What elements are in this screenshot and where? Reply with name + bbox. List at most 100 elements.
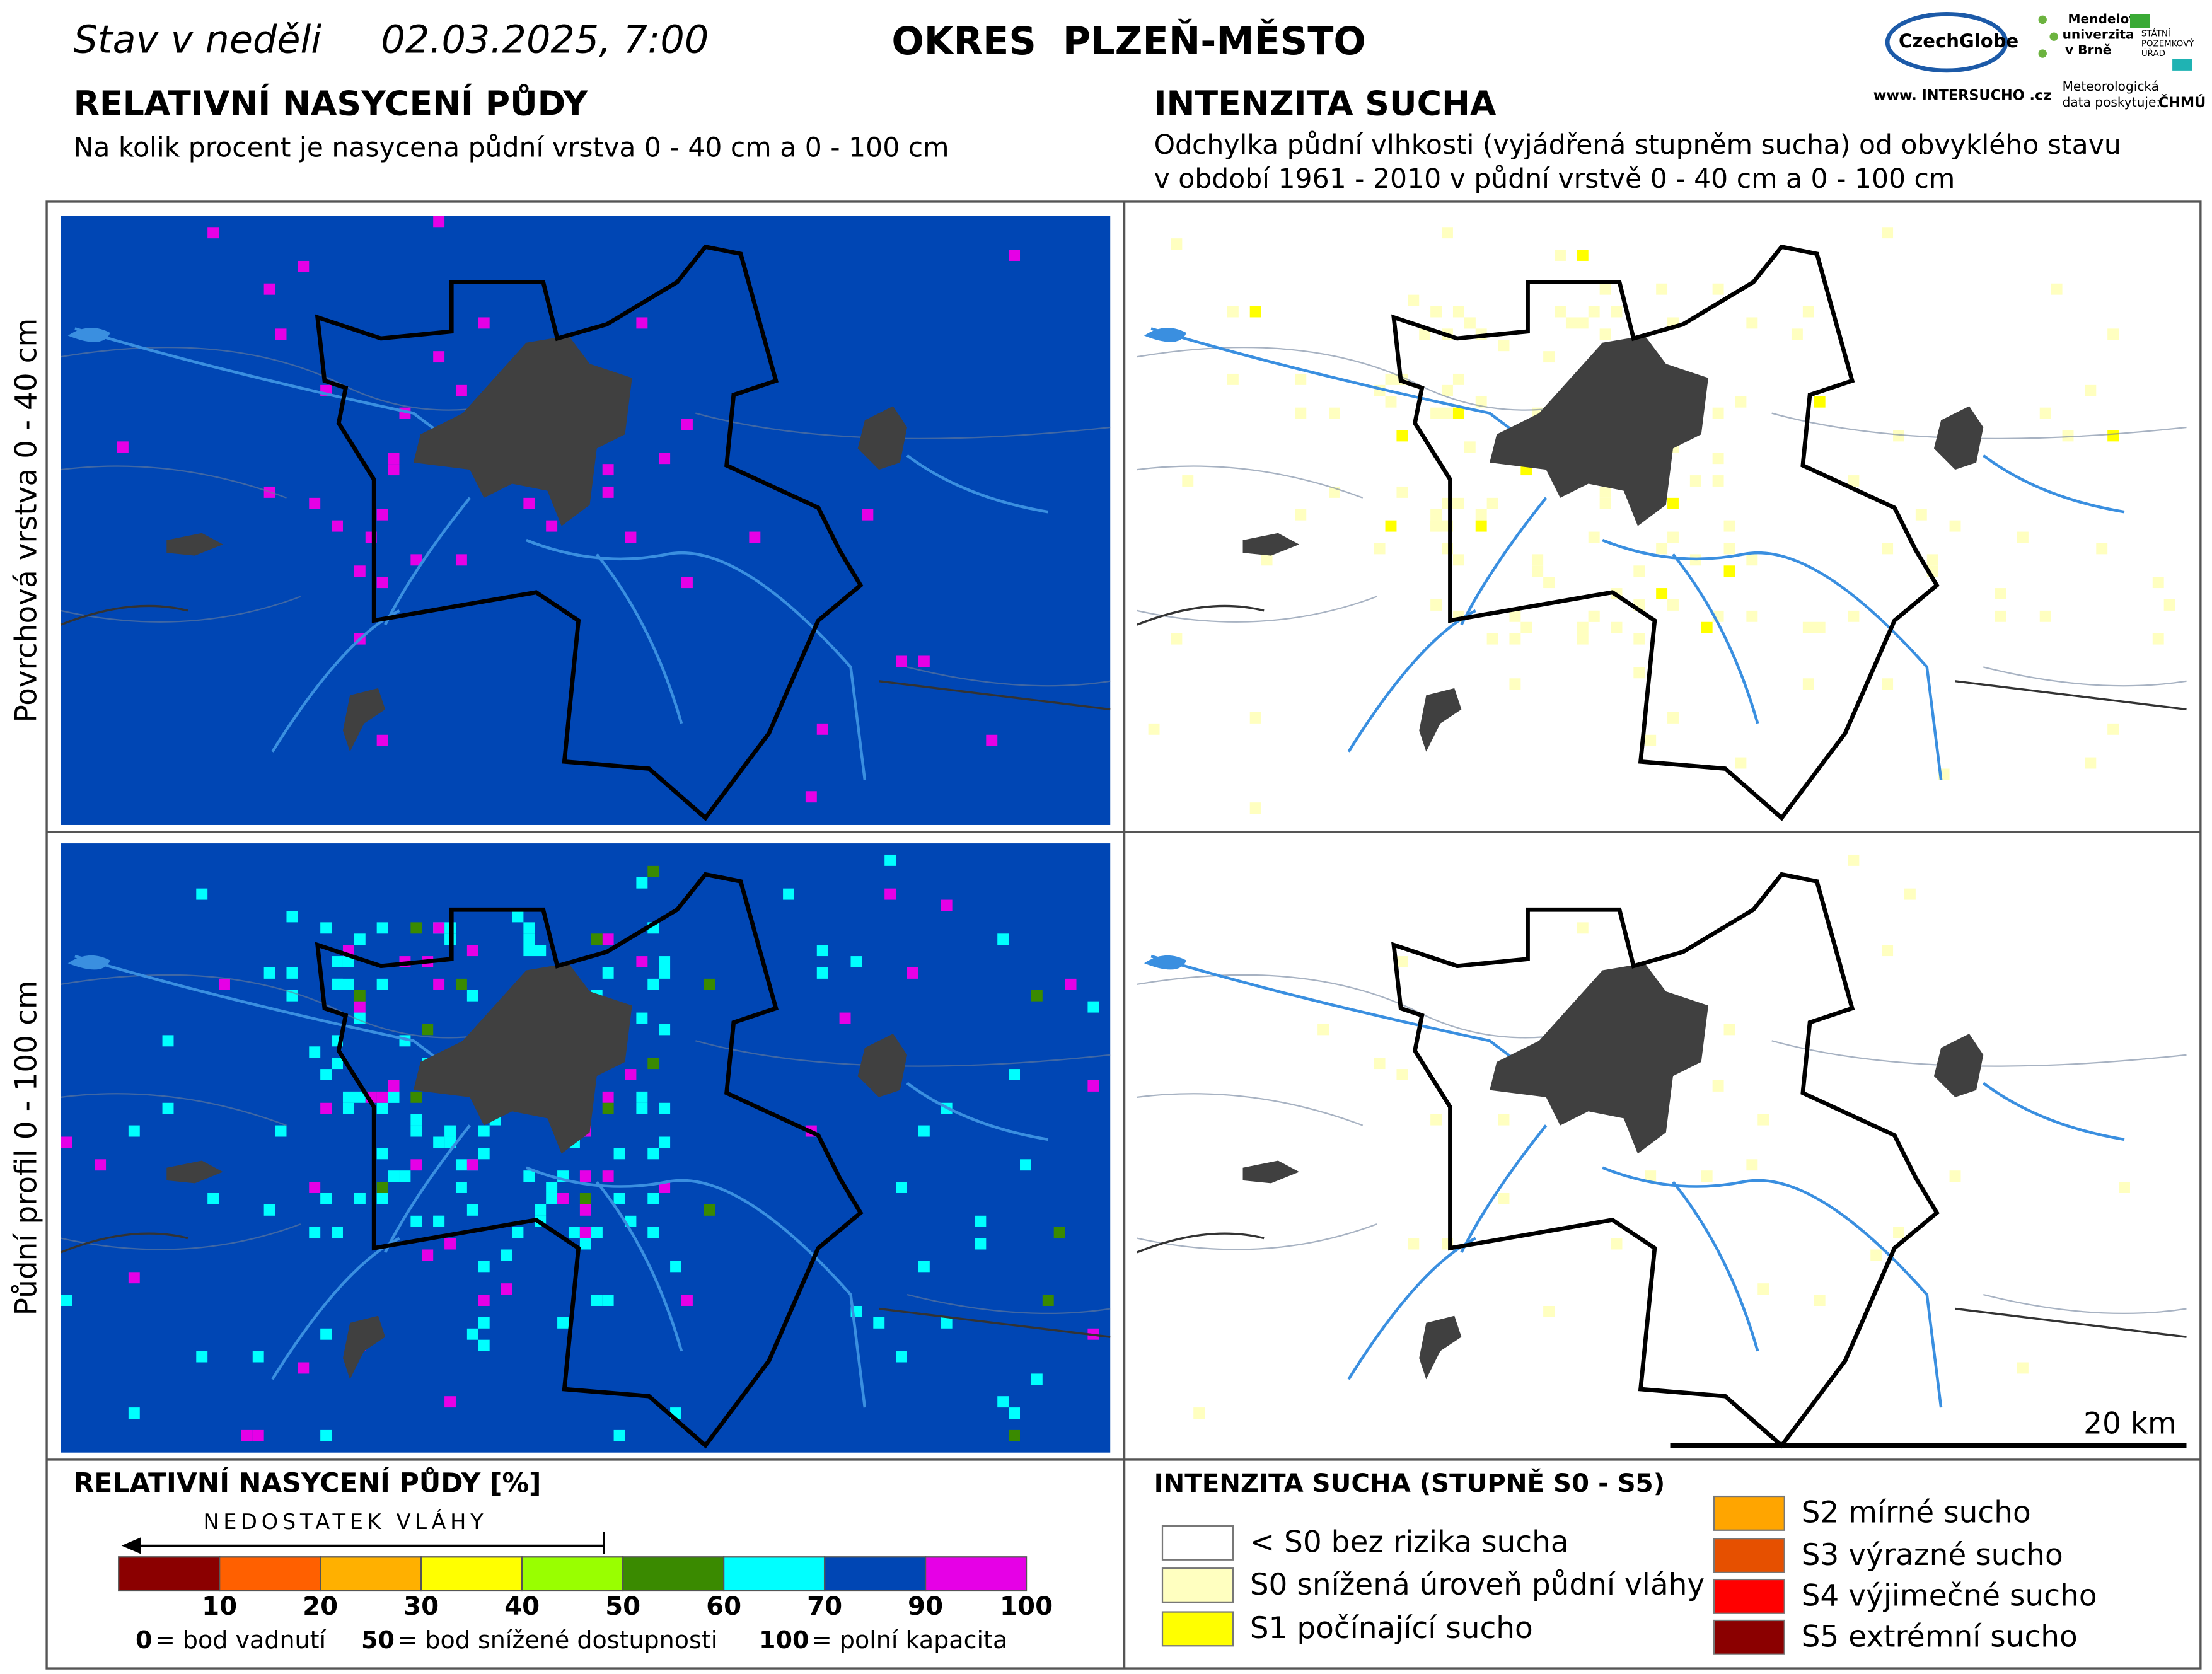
map-background [1137,216,2187,825]
map-cell [1374,543,1386,555]
map-cell [535,1204,547,1216]
map-cell [1249,712,1261,724]
map-cell [354,1001,366,1013]
legend-swatch [1713,1495,1785,1531]
map-cell [466,990,478,1002]
map-cell [162,1035,174,1047]
map-cell [376,1182,388,1193]
map-cell [1464,317,1476,329]
map-cell [1746,317,1758,329]
logo-dot [2038,49,2047,58]
legend-swatch [823,1556,927,1592]
map-cell [681,418,693,430]
map-cell [61,1295,72,1306]
map-cell [1577,621,1589,633]
map-cell [1543,351,1555,363]
date: 02.03.2025, 7:00 [381,18,709,62]
map-cell [602,933,614,945]
map-cell [478,317,490,329]
map-cell [1926,554,1938,566]
map-cell [1599,283,1611,295]
map-cell [410,1215,422,1227]
map-cell [783,888,794,900]
map-cell [896,1351,908,1363]
map-cell [128,1125,140,1137]
map-cell [1442,384,1453,396]
map-panel [1137,843,2187,1453]
logo-mendel: Mendelova [2068,11,2146,26]
map-cell [410,554,422,566]
map-cell [2085,757,2097,769]
map-cell [478,1261,490,1273]
map-cell [433,922,445,934]
logo-spu-mark [2129,14,2150,28]
map-cell [918,1125,930,1137]
map-cell [636,317,648,329]
logo-spu: STÁTNÍ [2141,28,2170,39]
map-cell [591,1295,603,1306]
map-cell [1464,441,1476,453]
map-cell [466,1204,478,1216]
district: OKRES PLZEŇ-MĚSTO [891,18,1365,64]
map-cell [1611,306,1623,318]
map-cell [433,1215,445,1227]
map-cell [862,509,874,521]
map-cell [354,933,366,945]
legend-label: < S0 bez rizika sucha [1250,1525,1569,1560]
map-cell [591,933,603,945]
map-cell [2051,283,2063,295]
map-cell [455,384,467,396]
map-cell [252,1351,264,1363]
map-cell [1588,610,1600,622]
map-cell [354,990,366,1002]
map-cell [275,328,287,340]
map-cell [388,464,400,476]
map-cell [636,877,648,889]
map-cell [342,956,354,967]
map-cell [455,978,467,990]
map-cell [884,888,896,900]
map-cell [320,1192,332,1204]
map-cell [805,791,817,803]
map-cell [816,967,828,979]
map-cell [342,1091,354,1103]
map-cell [1452,407,1464,419]
map-cell [1249,802,1261,814]
map-cell [602,1091,614,1103]
map-cell [332,978,343,990]
map-cell [1430,407,1442,419]
map-cell [1148,723,1160,735]
map-cell [1408,1238,1420,1250]
map-cell [2017,1362,2029,1374]
legend-note: = bod vadnutí [155,1626,327,1654]
map-cell [241,1429,253,1441]
map-cell [286,967,298,979]
map-cell [433,978,445,990]
map-cell [512,911,524,923]
map-cell [196,888,208,900]
map-cell [433,216,445,228]
map-cell [975,1215,987,1227]
map-cell [647,1148,659,1160]
map-cell [320,1429,332,1441]
right-title: INTENZITA SUCHA [1154,83,1497,123]
map-cell [647,1192,659,1204]
legend-tick-label: 20 [303,1592,338,1621]
map-cell [1995,610,2006,622]
map-cell [1667,712,1679,724]
map-cell [1475,396,1487,408]
map-cell [1430,520,1442,532]
map-cell [997,1396,1009,1408]
legend-arrowhead [121,1537,141,1554]
legend-swatch [219,1556,321,1592]
map-cell [1385,520,1397,532]
map-cell [309,1182,321,1193]
map-cell [1295,373,1307,385]
map-cell [117,441,129,453]
map-cell [1588,306,1600,318]
legend-note: = polní kapacita [812,1626,1007,1654]
map-cell [647,1227,659,1238]
map-cell [376,978,388,990]
map-panel [1137,216,2187,825]
